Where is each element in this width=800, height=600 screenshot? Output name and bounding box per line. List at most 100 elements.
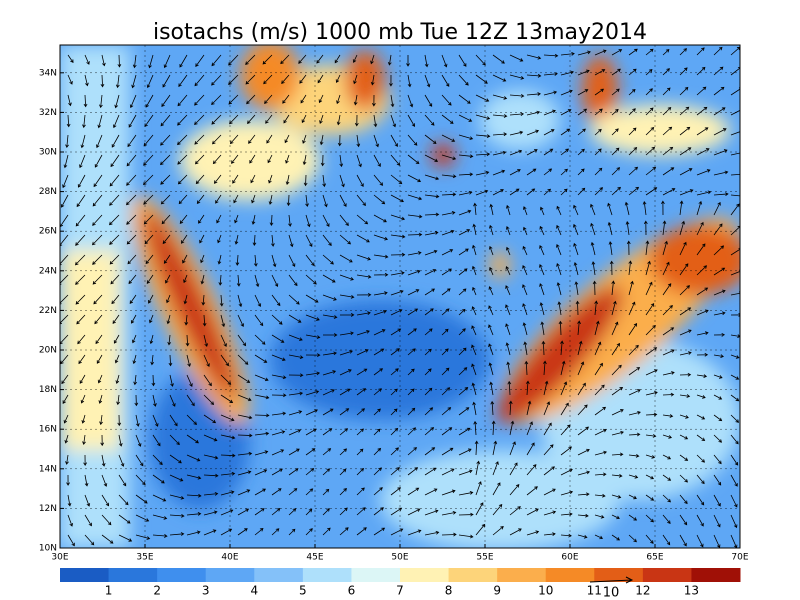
wind-arrow [148,54,154,69]
colorbar-swatch [108,568,158,582]
wind-arrow [288,508,297,516]
wind-arrow [356,527,367,536]
wind-arrow [135,414,140,427]
wind-arrow [390,408,398,416]
colorbar-label: 5 [299,584,307,598]
wind-arrow [543,401,551,416]
wind-arrow [322,468,331,476]
wind-arrow [163,54,171,69]
wind-arrow [441,288,451,296]
wind-arrow [194,114,205,126]
wind-arrow [235,254,240,266]
wind-arrow [543,360,547,376]
wind-arrow [288,314,302,323]
wind-arrow [407,154,420,165]
wind-arrow [526,442,535,456]
wind-arrow [526,54,542,60]
wind-arrow [543,532,556,536]
wind-arrow [319,134,324,146]
wind-arrow [628,166,639,176]
wind-arrow [475,502,484,516]
wind-arrow [322,408,334,416]
wind-arrow [662,414,674,418]
wind-arrow [373,368,384,376]
wind-arrow [560,148,569,156]
lat-label: 34N [39,68,57,78]
wind-arrow [645,391,658,396]
wind-arrow [407,214,423,219]
wind-arrow [126,214,137,225]
wind-arrow [472,286,477,296]
wind-arrow [594,514,605,519]
wind-arrow [92,214,103,226]
wind-arrow [254,274,260,288]
wind-arrow [254,314,264,327]
wind-arrow [234,214,239,224]
wind-arrow [407,308,419,316]
wind-arrow [115,74,120,89]
wind-arrow [356,368,368,376]
wind-arrow [424,288,436,296]
wind-arrow [696,243,706,256]
wind-arrow [220,471,236,476]
wind-arrow [160,174,171,185]
wind-arrow [590,203,596,216]
wind-arrow [166,314,171,325]
colorbar-label: 2 [153,584,161,598]
wind-arrow [628,186,640,196]
wind-arrow [662,106,672,116]
wind-arrow [407,269,421,276]
wind-arrow [424,94,433,107]
wind-arrow [135,534,151,540]
wind-arrow [645,281,653,296]
wind-arrow [179,214,188,225]
wind-arrow [237,294,243,308]
wind-arrow [424,308,434,316]
wind-arrow [254,528,264,536]
colorbar-swatch [545,568,595,582]
wind-arrow [131,74,137,89]
wind-arrow [458,534,474,539]
wind-arrow [67,514,74,527]
wind-arrow [539,302,545,316]
wind-arrow [237,414,253,420]
wind-arrow [152,394,157,407]
wind-arrow [387,54,392,66]
wind-arrow [526,400,532,416]
wind-arrow [577,128,586,136]
wind-arrow [177,154,188,165]
wind-arrow [560,402,569,416]
wind-arrow [696,454,706,463]
wind-arrow [441,348,449,356]
wind-arrow [390,447,399,456]
wind-arrow [114,354,120,364]
wind-arrow [353,94,358,106]
wind-arrow [645,369,658,376]
wind-arrow [373,272,389,277]
wind-arrow [407,529,422,536]
wind-arrow [594,406,607,416]
wind-arrow [194,134,205,145]
wind-arrow [489,203,494,216]
wind-arrow [195,174,205,185]
wind-arrow [475,74,488,84]
wind-arrow [543,188,552,196]
wind-arrow [101,534,114,544]
wind-arrow [356,194,366,206]
wind-arrow [200,274,205,285]
wind-arrow [80,134,86,149]
wind-arrow [577,492,590,497]
lon-label: 40E [221,553,238,563]
wind-arrow [373,154,381,167]
wind-arrow [458,94,471,104]
wind-arrow [560,360,566,376]
colorbar-label: 6 [348,584,356,598]
colorbar-swatch [157,568,207,582]
wind-arrow [679,434,689,440]
wind-arrow [696,331,709,336]
wind-arrow [177,174,188,185]
wind-arrow [492,94,508,100]
wind-arrow [611,147,620,156]
wind-arrow [169,474,184,482]
wind-arrow [339,154,344,168]
